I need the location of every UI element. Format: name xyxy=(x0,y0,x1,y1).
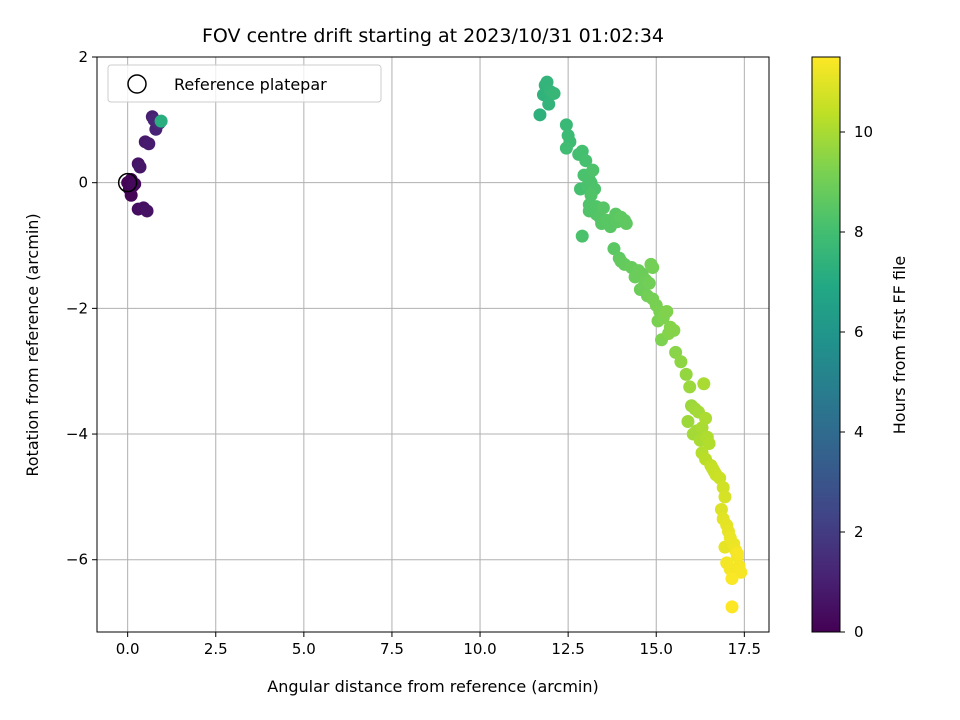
data-point xyxy=(575,229,589,243)
data-point xyxy=(619,217,633,231)
y-tick-label: 2 xyxy=(78,48,88,66)
legend: Reference platepar xyxy=(107,64,382,103)
data-point xyxy=(547,86,561,100)
data-point xyxy=(607,242,621,256)
x-tick-label: 0.0 xyxy=(116,640,140,658)
x-tick-label: 7.5 xyxy=(380,640,404,658)
data-point xyxy=(533,108,547,122)
data-point xyxy=(725,572,739,586)
data-point xyxy=(128,177,142,191)
scatter-points xyxy=(117,75,748,614)
data-point xyxy=(660,305,674,319)
data-point xyxy=(681,414,695,428)
colorbar-tick-label: 8 xyxy=(854,223,864,241)
x-tick-label: 15.0 xyxy=(640,640,673,658)
y-axis-label: Rotation from reference (arcmin) xyxy=(23,213,42,476)
data-point xyxy=(133,160,147,174)
data-point xyxy=(142,137,156,151)
data-point xyxy=(584,188,598,202)
data-point xyxy=(559,118,573,132)
legend-entry-reference: Reference platepar xyxy=(174,75,327,94)
plot-area xyxy=(97,57,769,632)
y-tick-label: 0 xyxy=(78,174,88,192)
y-axis-ticks: 2 0 −2 −4 −6 xyxy=(66,48,97,569)
data-point xyxy=(725,600,739,614)
x-axis-label: Angular distance from reference (arcmin) xyxy=(267,677,598,696)
data-point xyxy=(559,141,573,155)
data-point xyxy=(667,323,681,337)
y-tick-label: −4 xyxy=(66,425,88,443)
x-tick-label: 5.0 xyxy=(292,640,316,658)
colorbar-ticks: 0 2 4 6 8 10 xyxy=(840,123,873,641)
colorbar-tick-label: 2 xyxy=(854,523,864,541)
x-tick-label: 2.5 xyxy=(204,640,228,658)
data-point xyxy=(644,257,658,271)
data-point xyxy=(140,204,154,218)
chart-title: FOV centre drift starting at 2023/10/31 … xyxy=(202,25,664,47)
legend-box xyxy=(107,64,382,103)
colorbar-tick-label: 10 xyxy=(854,123,873,141)
data-point xyxy=(718,490,732,504)
data-point xyxy=(697,377,711,391)
data-point xyxy=(730,546,744,560)
data-point xyxy=(674,355,688,369)
plot-frame xyxy=(96,56,770,633)
colorbar-tick-label: 0 xyxy=(854,623,864,641)
reference-platepar-marker xyxy=(117,172,138,193)
y-tick-label: −2 xyxy=(66,299,88,317)
data-point xyxy=(642,276,656,290)
colorbar-label: Hours from first FF file xyxy=(890,256,909,435)
data-point xyxy=(596,201,610,215)
data-point xyxy=(683,380,697,394)
x-tick-label: 10.0 xyxy=(463,640,496,658)
legend-marker-reference xyxy=(127,74,147,94)
data-point xyxy=(542,97,556,111)
data-point xyxy=(679,367,693,381)
y-tick-label: −6 xyxy=(66,551,88,569)
data-point xyxy=(669,345,683,359)
x-tick-label: 12.5 xyxy=(551,640,584,658)
data-point xyxy=(154,114,168,128)
colorbar-tick-label: 4 xyxy=(854,423,864,441)
x-axis-ticks: 0.0 2.5 5.0 7.5 10.0 12.5 15.0 17.5 xyxy=(116,632,761,658)
data-point xyxy=(586,163,600,177)
x-tick-label: 17.5 xyxy=(728,640,761,658)
colorbar xyxy=(811,56,841,633)
data-point xyxy=(702,436,716,450)
colorbar-tick-label: 6 xyxy=(854,323,864,341)
data-point xyxy=(699,411,713,425)
data-point xyxy=(579,154,593,168)
